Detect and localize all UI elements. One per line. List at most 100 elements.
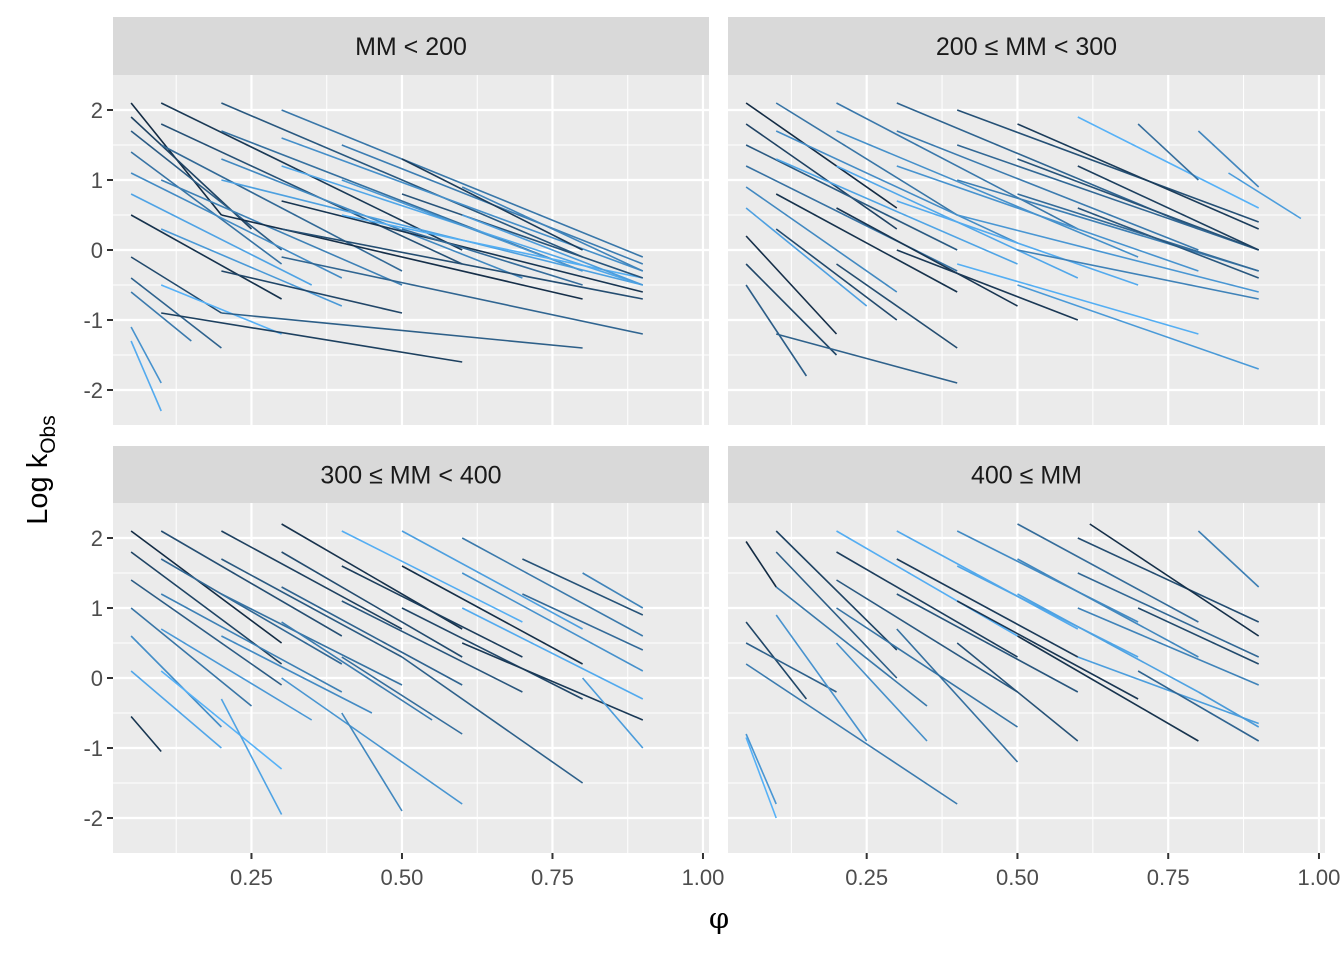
series-line: [130, 579, 283, 686]
series-line: [1017, 123, 1260, 230]
panel-strip: [728, 446, 1325, 503]
series-line: [281, 256, 643, 335]
series-line: [745, 737, 777, 819]
series-line: [281, 621, 433, 721]
series-line: [130, 635, 222, 728]
y-tick-label: 1: [91, 596, 103, 621]
panel-3: 400 ≤ MM: [728, 446, 1325, 853]
y-tick-label: -1: [83, 736, 103, 761]
series-line: [130, 277, 222, 349]
y-tick-label: -2: [83, 806, 103, 831]
series-line: [281, 551, 463, 658]
series-line: [745, 541, 777, 588]
series-line: [775, 102, 958, 216]
series-line: [130, 530, 283, 644]
series-line: [160, 228, 343, 307]
y-tick-label: 2: [91, 98, 103, 123]
series-line: [401, 193, 644, 279]
series-line: [341, 565, 523, 658]
series-line: [896, 165, 1199, 272]
series-line: [130, 715, 162, 753]
series-line: [130, 193, 313, 286]
series-line: [281, 228, 643, 300]
series-line: [522, 593, 644, 651]
series-line: [836, 130, 1139, 258]
series-line: [401, 530, 583, 630]
series-line: [581, 677, 644, 749]
panel-strip-label: 400 ≤ MM: [971, 462, 1082, 490]
series-line: [461, 572, 644, 672]
series-lines: [745, 102, 1302, 384]
panel-strip-label: 200 ≤ MM < 300: [936, 33, 1117, 61]
series-line: [341, 214, 643, 279]
series-line: [401, 607, 583, 700]
series-line: [1017, 635, 1199, 742]
panel-strip: [728, 17, 1325, 75]
x-tick-label: 0.50: [996, 865, 1039, 890]
series-line: [1228, 172, 1302, 220]
series-line: [281, 586, 463, 686]
series-line: [1017, 523, 1199, 623]
series-line: [775, 614, 868, 742]
series-line: [956, 565, 1139, 658]
series-line: [1137, 607, 1260, 665]
series-lines: [745, 523, 1260, 819]
series-line: [341, 530, 523, 623]
y-tick-label: -2: [83, 378, 103, 403]
series-line: [1017, 193, 1259, 272]
series-line: [836, 551, 1018, 658]
series-line: [160, 558, 343, 665]
y-axis-title: Log kObs: [22, 415, 60, 524]
series-line: [160, 179, 403, 286]
series-line: [582, 572, 644, 609]
series-line: [956, 600, 1139, 700]
series-line: [1077, 572, 1260, 658]
series-line: [221, 593, 403, 686]
panel-2: 300 ≤ MM < 400: [113, 446, 709, 853]
series-line: [130, 670, 222, 749]
series-line: [775, 333, 958, 384]
panel-1: 200 ≤ MM < 300: [728, 17, 1325, 425]
series-line: [745, 144, 958, 251]
series-line: [745, 663, 958, 805]
series-line: [1017, 593, 1199, 693]
series-line: [745, 207, 868, 307]
series-line: [461, 214, 644, 286]
series-line: [956, 179, 1259, 272]
series-line: [745, 621, 808, 700]
series-line: [130, 130, 283, 251]
series-line: [835, 642, 928, 742]
series-line: [341, 712, 403, 812]
x-tick-label: 0.75: [1147, 865, 1190, 890]
panel-strip-label: MM < 200: [355, 33, 467, 61]
series-line: [775, 586, 928, 707]
series-line: [341, 656, 463, 735]
series-line: [341, 600, 523, 693]
series-line: [1077, 116, 1260, 209]
series-line: [896, 249, 1079, 321]
x-axis-title: φ: [709, 901, 729, 935]
series-line: [745, 123, 898, 230]
y-tick-label: 2: [91, 526, 103, 551]
series-line: [220, 698, 283, 815]
series-line: [221, 635, 373, 714]
series-line: [896, 130, 1199, 251]
series-line: [130, 214, 282, 300]
x-tick-label: 1.00: [682, 865, 725, 890]
series-line: [836, 263, 958, 349]
series-line: [341, 179, 583, 272]
series-line: [160, 628, 313, 721]
series-line: [896, 593, 1079, 693]
series-line: [1089, 523, 1260, 637]
series-line: [461, 186, 644, 272]
series-line: [1077, 165, 1260, 251]
series-line: [836, 207, 1018, 307]
series-line: [745, 284, 808, 377]
panel-strip: [113, 17, 709, 75]
series-line: [836, 102, 1079, 230]
x-tick-label: 0.50: [381, 865, 424, 890]
series-line: [221, 312, 583, 349]
series-line: [401, 228, 583, 286]
series-line: [1017, 158, 1259, 251]
